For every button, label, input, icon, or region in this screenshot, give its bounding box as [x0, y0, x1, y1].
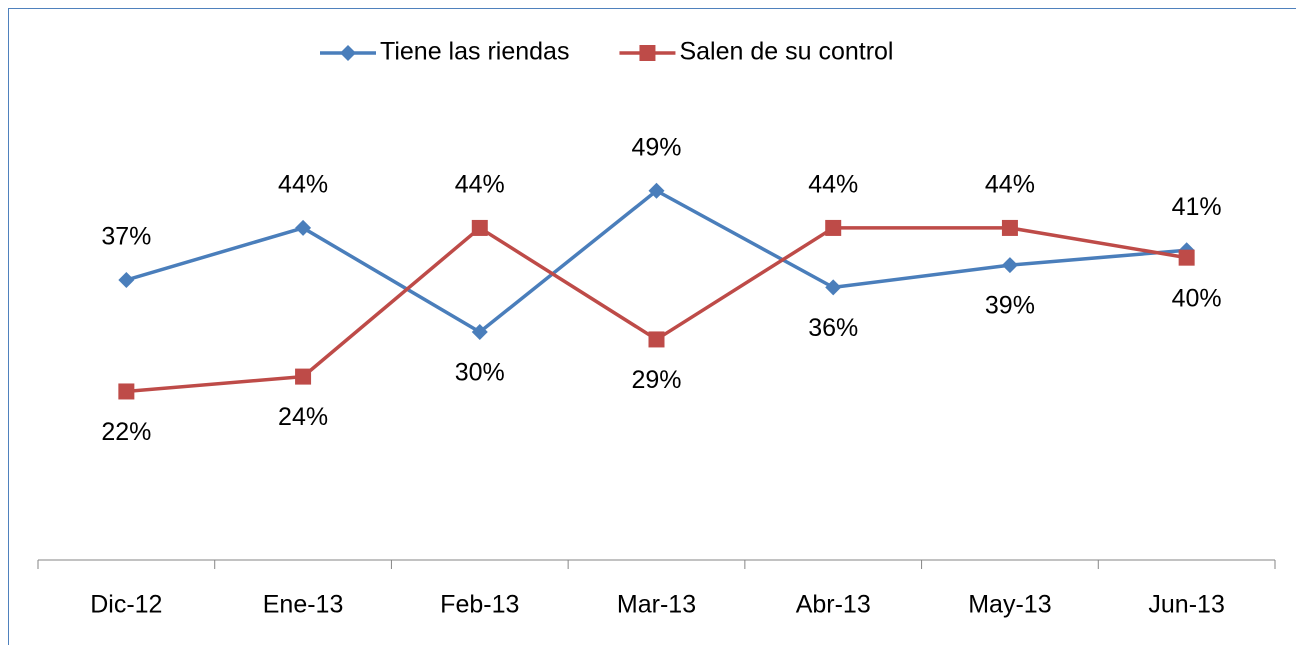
- marker: [118, 271, 135, 288]
- data-label: 36%: [808, 314, 858, 342]
- legend-marker: [639, 45, 656, 61]
- data-label: 37%: [101, 223, 151, 251]
- marker: [1001, 257, 1018, 274]
- data-label: 44%: [808, 171, 858, 199]
- data-label: 39%: [985, 292, 1035, 320]
- x-tick-label: Feb-13: [440, 591, 519, 619]
- data-label: 44%: [985, 171, 1035, 199]
- x-tick-label: Ene-13: [263, 591, 344, 619]
- data-label: 40%: [1172, 284, 1222, 312]
- marker: [471, 324, 488, 340]
- marker: [1178, 249, 1195, 266]
- legend-label: Salen de su control: [679, 38, 893, 66]
- marker: [295, 368, 312, 385]
- data-label: 22%: [101, 418, 151, 446]
- x-tick-label: Mar-13: [617, 591, 696, 619]
- marker: [825, 219, 842, 236]
- x-tick-label: Abr-13: [796, 591, 871, 619]
- data-label: 30%: [455, 359, 505, 387]
- data-label: 44%: [278, 171, 328, 199]
- marker: [471, 219, 488, 236]
- legend-label: Tiene las riendas: [380, 38, 569, 66]
- data-label: 24%: [278, 403, 328, 431]
- marker: [118, 383, 135, 400]
- marker: [295, 219, 312, 236]
- data-label: 44%: [455, 171, 505, 199]
- marker: [825, 279, 842, 296]
- data-label: 41%: [1172, 193, 1222, 221]
- legend-marker: [340, 45, 356, 61]
- marker: [648, 182, 665, 199]
- x-tick-label: Dic-12: [90, 591, 162, 619]
- data-label: 49%: [631, 133, 681, 161]
- marker: [648, 331, 665, 348]
- chart-frame: [8, 8, 1296, 645]
- marker: [1001, 219, 1018, 236]
- x-tick-label: Jun-13: [1148, 591, 1224, 619]
- data-label: 29%: [631, 366, 681, 394]
- x-tick-label: May-13: [968, 591, 1051, 619]
